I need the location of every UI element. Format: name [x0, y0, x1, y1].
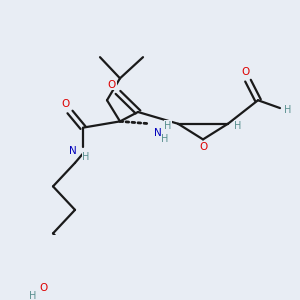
Text: H: H: [29, 291, 37, 300]
Text: H: H: [234, 121, 242, 131]
Text: N: N: [69, 146, 77, 156]
Text: O: O: [61, 99, 69, 109]
Text: H: H: [164, 121, 172, 131]
Text: H: H: [284, 105, 292, 115]
Text: O: O: [39, 283, 47, 293]
Text: O: O: [108, 80, 116, 90]
Text: H: H: [82, 152, 90, 162]
Text: N: N: [154, 128, 162, 138]
Text: H: H: [161, 134, 169, 144]
Text: O: O: [242, 67, 250, 77]
Text: O: O: [199, 142, 207, 152]
